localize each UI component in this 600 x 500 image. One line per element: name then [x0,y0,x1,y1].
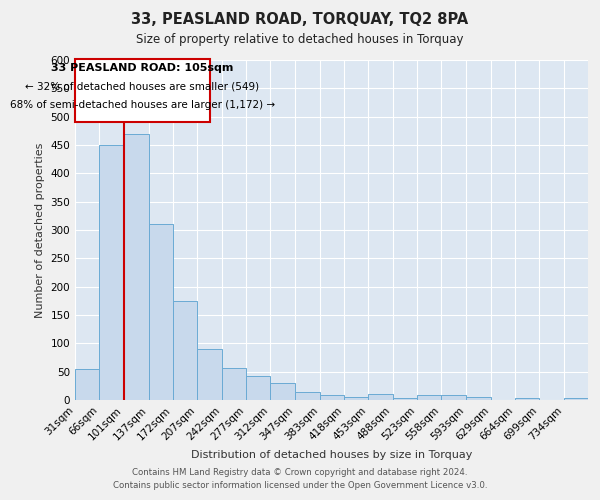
Bar [246,376,271,400]
Bar [417,396,442,400]
Text: 33, PEASLAND ROAD, TORQUAY, TQ2 8PA: 33, PEASLAND ROAD, TORQUAY, TQ2 8PA [131,12,469,28]
Bar [197,349,221,400]
Bar [344,397,368,400]
Bar [75,369,100,400]
Bar [392,398,417,400]
X-axis label: Distribution of detached houses by size in Torquay: Distribution of detached houses by size … [191,450,472,460]
Bar [515,398,539,400]
Bar [271,383,295,400]
Bar [149,224,173,400]
Bar [100,145,124,400]
Bar [368,394,392,400]
Text: 33 PEASLAND ROAD: 105sqm: 33 PEASLAND ROAD: 105sqm [51,64,233,74]
Text: ← 32% of detached houses are smaller (549): ← 32% of detached houses are smaller (54… [25,82,259,92]
Text: 68% of semi-detached houses are larger (1,172) →: 68% of semi-detached houses are larger (… [10,100,275,110]
Bar [320,396,344,400]
Bar [124,134,149,400]
Bar [466,397,491,400]
Y-axis label: Number of detached properties: Number of detached properties [35,142,45,318]
Bar [442,396,466,400]
Bar [563,398,588,400]
Text: Contains HM Land Registry data © Crown copyright and database right 2024.: Contains HM Land Registry data © Crown c… [132,468,468,477]
Bar [221,368,246,400]
Bar [173,301,197,400]
Bar [75,59,210,122]
Bar [295,392,320,400]
Text: Contains public sector information licensed under the Open Government Licence v3: Contains public sector information licen… [113,482,487,490]
Text: Size of property relative to detached houses in Torquay: Size of property relative to detached ho… [136,32,464,46]
